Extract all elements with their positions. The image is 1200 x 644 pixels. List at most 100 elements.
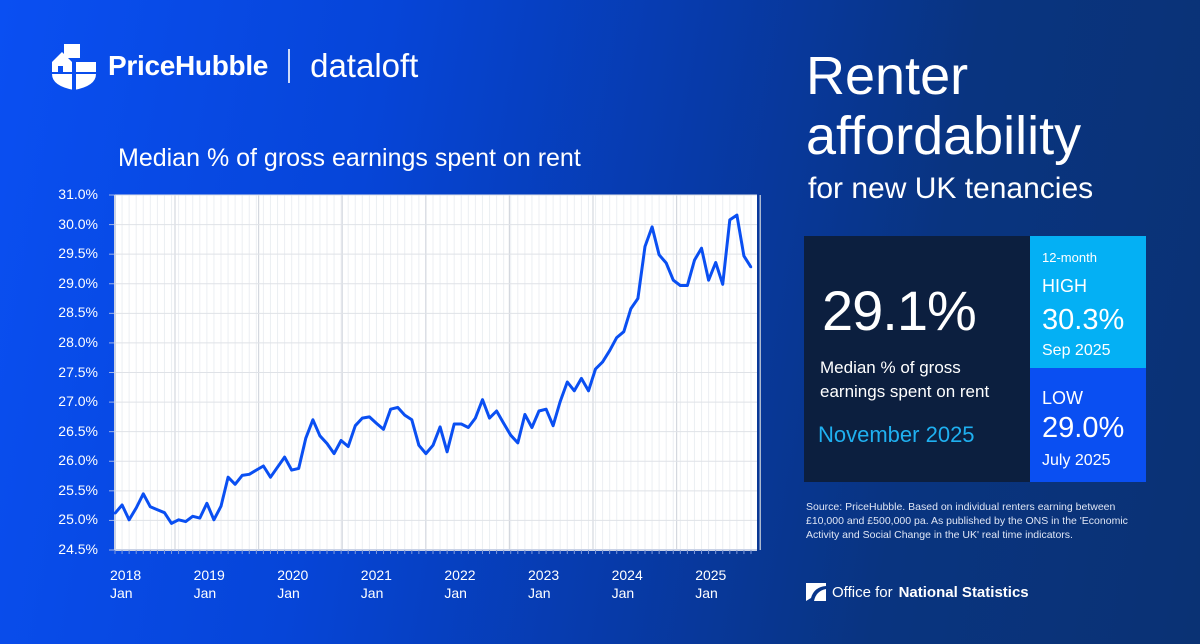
headline-line2: affordability xyxy=(806,106,1082,166)
x-tick-year: 2023 xyxy=(528,567,560,583)
data-point xyxy=(650,225,654,229)
brand-dataloft: dataloft xyxy=(310,47,419,84)
y-tick-label: 28.5% xyxy=(58,304,98,321)
data-point xyxy=(417,444,421,447)
data-point xyxy=(177,518,180,522)
pricehubble-logo-icon xyxy=(52,44,96,90)
data-point xyxy=(686,284,689,287)
data-point xyxy=(749,265,753,269)
data-point xyxy=(135,506,138,510)
data-point xyxy=(516,441,519,445)
data-point xyxy=(283,455,286,459)
data-point xyxy=(481,398,484,401)
data-point xyxy=(665,261,668,265)
x-tick-year: 2019 xyxy=(193,567,225,583)
x-tick-month: Jan xyxy=(110,585,133,601)
source-note: Source: PriceHubble. Based on individual… xyxy=(806,501,1128,541)
y-tick-label: 24.5% xyxy=(58,541,98,557)
x-tick-year: 2025 xyxy=(695,567,727,583)
data-point xyxy=(728,218,731,222)
y-tick-label: 26.5% xyxy=(58,422,98,439)
data-point xyxy=(212,518,216,522)
chart-title: Median % of gross earnings spent on rent xyxy=(118,144,581,172)
ons-logo-icon xyxy=(806,583,826,601)
x-tick-label: 2019 Jan xyxy=(194,566,225,602)
data-point xyxy=(163,511,166,514)
low-label: LOW xyxy=(1042,388,1084,408)
data-point xyxy=(721,283,724,286)
data-point xyxy=(431,444,435,447)
x-tick-label: 2021 Jan xyxy=(361,566,392,602)
high-stat-box: 12-month HIGH 30.3% Sep 2025 xyxy=(1030,236,1146,368)
data-point xyxy=(198,516,201,520)
current-stat-box: 29.1% Median % of gross earnings spent o… xyxy=(804,236,1030,482)
data-point xyxy=(679,284,682,287)
data-point xyxy=(276,465,279,469)
data-point xyxy=(142,492,145,495)
x-tick-year: 2018 xyxy=(110,567,142,583)
data-point xyxy=(304,436,307,440)
data-point xyxy=(735,213,739,217)
data-point xyxy=(410,418,413,422)
data-point xyxy=(396,406,399,409)
brand-logo: PriceHubble dataloft xyxy=(50,42,418,90)
data-point xyxy=(403,413,406,417)
data-point xyxy=(580,377,583,380)
low-date: July 2025 xyxy=(1042,452,1111,469)
data-point xyxy=(629,307,633,310)
data-point xyxy=(205,502,209,505)
data-point xyxy=(742,254,746,258)
data-point xyxy=(368,415,371,419)
x-tick-month: Jan xyxy=(528,585,551,601)
data-point xyxy=(474,416,477,420)
x-tick-month: Jan xyxy=(611,585,635,601)
data-point xyxy=(523,413,527,416)
data-point xyxy=(332,452,336,455)
data-point xyxy=(438,425,442,429)
data-point xyxy=(120,503,124,507)
headline-line3: for new UK tenancies xyxy=(808,172,1094,205)
description-line2: earnings spent on rent xyxy=(820,382,990,401)
ons-bold: National Statistics xyxy=(898,583,1029,601)
x-tick-label: 2018 Jan xyxy=(110,566,141,602)
low-value: 29.0% xyxy=(1042,412,1125,444)
data-point xyxy=(375,422,378,425)
y-tick-label: 26.0% xyxy=(58,452,98,469)
current-value: 29.1% xyxy=(822,279,977,342)
y-tick-label: 25.5% xyxy=(58,481,98,498)
x-tick-month: Jan xyxy=(360,585,384,601)
data-point xyxy=(707,279,710,282)
data-point xyxy=(170,522,173,525)
data-point xyxy=(318,434,322,438)
y-tick-label: 31.0% xyxy=(58,186,98,202)
data-point xyxy=(269,476,272,479)
data-point xyxy=(127,518,131,522)
data-point xyxy=(241,474,244,477)
description-line1: Median % of gross xyxy=(820,358,961,377)
headline-line1: Renter xyxy=(806,46,969,106)
line-chart xyxy=(109,194,761,554)
data-point xyxy=(184,520,187,523)
data-point xyxy=(149,505,152,509)
high-label: HIGH xyxy=(1042,276,1087,296)
data-point xyxy=(361,416,364,420)
x-tick-month: Jan xyxy=(444,585,467,601)
data-point xyxy=(255,468,258,472)
ons-logo: Office for National Statistics xyxy=(806,583,1029,601)
data-point xyxy=(156,508,159,511)
data-point xyxy=(594,367,597,371)
data-point xyxy=(643,245,647,248)
data-point xyxy=(509,434,512,437)
data-point xyxy=(460,422,463,426)
data-point xyxy=(382,428,385,431)
ons-prefix: Office for xyxy=(832,583,893,601)
data-point xyxy=(248,473,251,476)
high-value: 30.3% xyxy=(1042,304,1125,336)
brand-divider xyxy=(288,49,291,83)
data-point xyxy=(262,464,265,468)
data-point xyxy=(226,476,230,479)
data-point xyxy=(551,424,555,427)
brand-pricehubble: PriceHubble xyxy=(108,50,269,81)
data-point xyxy=(389,407,392,411)
x-tick-month: Jan xyxy=(277,585,300,601)
